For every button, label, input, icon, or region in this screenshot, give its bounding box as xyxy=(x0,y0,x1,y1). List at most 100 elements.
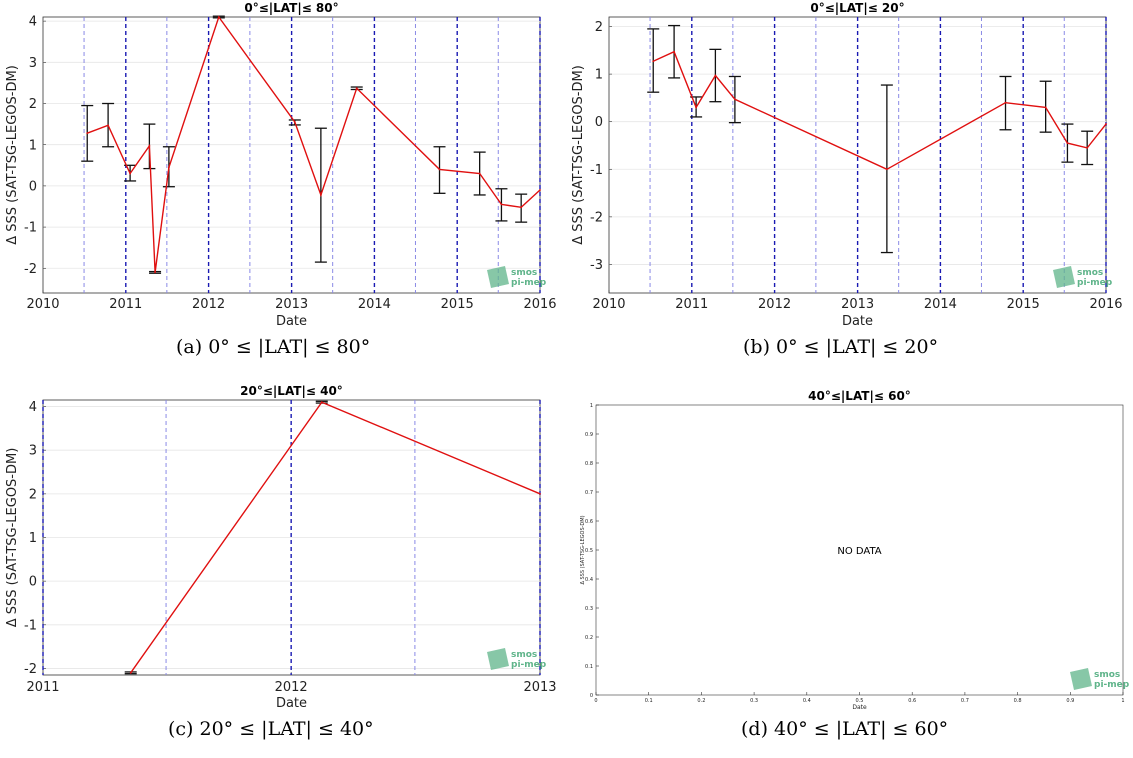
y-tick-label: -1 xyxy=(24,618,37,633)
x-tick-label: 2014 xyxy=(358,297,391,312)
x-axis-label: Date xyxy=(852,704,867,711)
y-tick-label: 1 xyxy=(590,403,593,409)
caption-c: (c) 20° ≤ |LAT| ≤ 40° xyxy=(168,718,374,740)
data-point xyxy=(293,121,296,123)
y-tick-label: -2 xyxy=(24,662,37,677)
x-tick-label: 0.2 xyxy=(697,698,705,704)
x-tick-label: 0.7 xyxy=(961,698,969,704)
y-axis-label: Δ SSS (SAT-TSG-LEGOS-DM) xyxy=(571,65,586,245)
x-axis-label: Date xyxy=(276,314,307,329)
x-tick-label: 1 xyxy=(1121,698,1124,704)
y-tick-label: 1 xyxy=(29,138,37,153)
y-tick-label: -1 xyxy=(590,163,603,178)
x-tick-label: 2010 xyxy=(592,297,625,312)
data-point xyxy=(714,74,717,77)
logo-mark xyxy=(1053,266,1075,288)
data-point xyxy=(1105,123,1107,125)
chart-d: 40°≤|LAT|≤ 60° 0 0.1 0.2 0.3 0.4 0.5 0.6 0.7 0.8 0… xyxy=(580,389,1130,711)
data-point xyxy=(1066,142,1069,145)
chart-panel-d: 40°≤|LAT|≤ 60° 0 0.1 0.2 0.3 0.4 0.5 0.6 0.7 0.8 0… xyxy=(566,380,1133,715)
chart-title: 0°≤|LAT|≤ 20° xyxy=(810,1,904,15)
y-tick-label: 2 xyxy=(29,97,37,112)
data-point xyxy=(129,671,132,674)
data-point xyxy=(539,189,541,191)
y-tick-label: 4 xyxy=(29,15,37,30)
caption-b: (b) 0° ≤ |LAT| ≤ 20° xyxy=(743,336,939,358)
data-point xyxy=(217,16,220,18)
data-point xyxy=(478,172,481,175)
x-axis-label: Date xyxy=(276,696,307,711)
y-tick-label: -2 xyxy=(24,262,37,277)
x-tick-label: 2011 xyxy=(26,680,59,695)
x-tick-label: 2016 xyxy=(1089,297,1122,312)
x-tick-label: 2013 xyxy=(523,680,556,695)
data-point xyxy=(695,106,698,109)
y-tick-label: 0 xyxy=(29,179,37,194)
y-tick-label: -2 xyxy=(590,210,603,225)
x-tick-label: 2015 xyxy=(441,297,474,312)
y-tick-label: 0.7 xyxy=(585,490,593,496)
x-tick-label: 2010 xyxy=(26,297,59,312)
data-point xyxy=(673,50,676,53)
x-tick-label: 2011 xyxy=(109,297,142,312)
y-tick-label: 3 xyxy=(29,56,37,71)
y-tick-label: 2 xyxy=(595,20,603,35)
x-tick-label: 2011 xyxy=(675,297,708,312)
y-axis-label: Δ SSS (SAT-TSG-LEGOS-DM) xyxy=(5,448,20,628)
data-point xyxy=(129,172,132,175)
caption-d: (d) 40° ≤ |LAT| ≤ 60° xyxy=(741,718,949,740)
x-tick-label: 2012 xyxy=(192,297,225,312)
logo-text-bottom: pi-mep xyxy=(511,278,547,288)
y-tick-label: 0 xyxy=(29,575,37,590)
y-tick-label: 4 xyxy=(29,400,37,415)
data-point xyxy=(438,168,441,171)
caption-a: (a) 0° ≤ |LAT| ≤ 80° xyxy=(176,336,371,358)
data-point xyxy=(733,98,736,101)
x-tick-label: 2013 xyxy=(841,297,874,312)
y-tick-label: 1 xyxy=(29,531,37,546)
data-point xyxy=(1044,106,1047,109)
x-tick-label: 0.9 xyxy=(1066,698,1074,704)
y-axis-label: Δ SSS (SAT-TSG-LEGOS-DM) xyxy=(580,515,586,584)
y-tick-label: 0.6 xyxy=(585,519,593,525)
x-tick-label: 2016 xyxy=(523,297,556,312)
data-point xyxy=(1004,101,1007,104)
no-data-annotation: NO DATA xyxy=(837,546,881,557)
x-tick-label: 2012 xyxy=(758,297,791,312)
x-tick-label: 0.8 xyxy=(1014,698,1022,704)
logo-text-bottom: pi-mep xyxy=(1094,680,1130,690)
y-tick-label: -3 xyxy=(590,258,603,273)
data-point xyxy=(107,124,110,127)
data-point xyxy=(500,203,503,206)
y-tick-label: 0.3 xyxy=(585,606,593,612)
logo-mark xyxy=(487,648,509,670)
chart-title: 40°≤|LAT|≤ 60° xyxy=(808,389,911,403)
y-tick-label: 0.8 xyxy=(585,461,593,467)
x-tick-label: 0.1 xyxy=(645,698,653,704)
chart-title: 0°≤|LAT|≤ 80° xyxy=(244,1,338,15)
x-tick-label: 2014 xyxy=(924,297,957,312)
plot-frame xyxy=(595,404,1124,696)
data-point xyxy=(539,492,541,495)
data-point xyxy=(885,168,888,171)
chart-c: 20°≤|LAT|≤ 40° -2 -1 0 1 2 3 4 2011 2012 2013 Date Δ… xyxy=(5,384,557,711)
logo-text-top: smos xyxy=(1094,670,1120,680)
data-point xyxy=(86,132,89,135)
chart-panel-c: 20°≤|LAT|≤ 40° -2 -1 0 1 2 3 4 2011 2012 2013 Date Δ… xyxy=(0,380,560,715)
y-tick-label: 0.5 xyxy=(585,548,593,554)
logo-mark xyxy=(487,266,509,288)
data-point xyxy=(1086,146,1089,149)
y-axis-label: Δ SSS (SAT-TSG-LEGOS-DM) xyxy=(5,65,20,245)
chart-a: 0°≤|LAT|≤ 80° -2 -1 0 1 2 3 4 2010 2011 2012 2013 20… xyxy=(5,1,557,329)
chart-panel-a: 0°≤|LAT|≤ 80° -2 -1 0 1 2 3 4 2010 2011 2012 2013 20… xyxy=(0,0,560,335)
x-axis-label: Date xyxy=(842,314,873,329)
y-tick-label: 2 xyxy=(29,487,37,502)
logo-text-top: smos xyxy=(1077,268,1103,278)
logo-text-bottom: pi-mep xyxy=(1077,278,1113,288)
data-point xyxy=(167,166,170,169)
y-tick-label: 3 xyxy=(29,444,37,459)
x-tick-label: 0.6 xyxy=(908,698,916,704)
data-point xyxy=(355,87,358,90)
logo-mark xyxy=(1070,668,1092,690)
chart-b: 0°≤|LAT|≤ 20° -3 -2 -1 0 1 2 2010 2011 2012 2013 20… xyxy=(571,1,1123,329)
